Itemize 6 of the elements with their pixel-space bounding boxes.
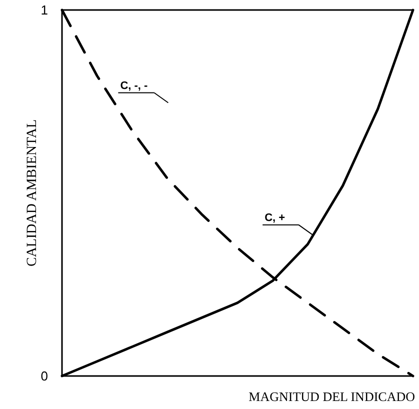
- series-label: C, -, -: [120, 80, 148, 92]
- text: C, +: [264, 212, 286, 224]
- y-axis-title: CALIDAD AMBIENTAL: [25, 119, 40, 267]
- y-tick-label: 1: [40, 2, 48, 18]
- x-axis-title: MAGNITUD DEL INDICADO: [248, 389, 415, 404]
- y-tick-label: 0: [40, 368, 48, 384]
